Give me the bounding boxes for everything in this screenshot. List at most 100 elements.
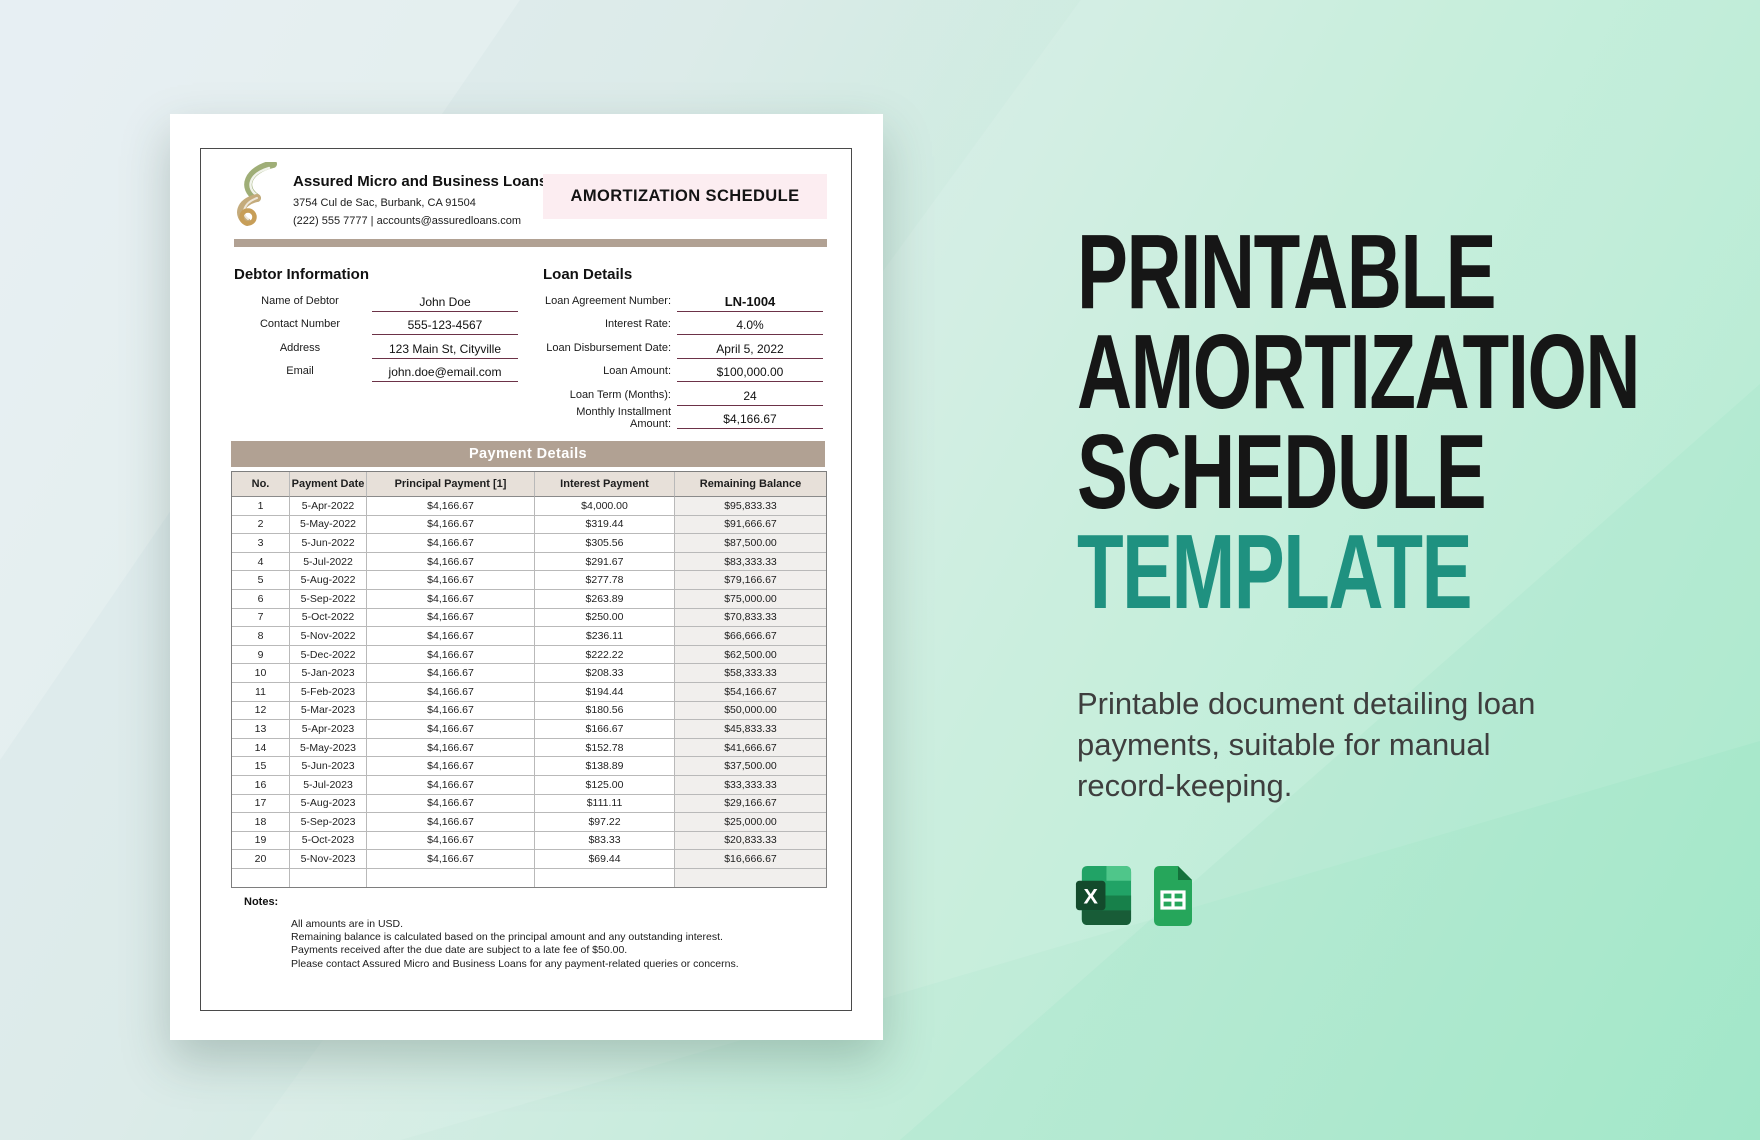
field-label: Monthly Installment Amount: <box>576 406 671 431</box>
table-cell: $33,333.33 <box>675 775 826 795</box>
table-cell: 1 <box>232 497 290 516</box>
table-cell: 5-Jan-2023 <box>290 664 367 683</box>
table-cell: 16 <box>232 775 290 795</box>
table-cell: 5-May-2022 <box>290 515 367 535</box>
promo-description: Printable document detailing loan paymen… <box>1077 686 1536 803</box>
google-sheets-icon <box>1154 866 1192 926</box>
table-cell: $79,166.67 <box>675 571 826 590</box>
table-cell: 14 <box>232 738 290 758</box>
table-cell: $222.22 <box>535 645 675 665</box>
company-contact: (222) 555 7777 | accounts@assuredloans.c… <box>293 215 522 227</box>
note-line: Payments received after the due date are… <box>291 944 628 957</box>
field-value: John Doe <box>372 295 518 312</box>
table-cell: 5-Nov-2023 <box>290 850 367 869</box>
table-cell: $20,833.33 <box>675 831 826 851</box>
table-row: 13 5-Apr-2023 $4,166.67 $166.67 $45,833.33 <box>232 720 826 739</box>
company-address: 3754 Cul de Sac, Burbank, CA 91504 <box>293 197 476 209</box>
payment-details-banner: Payment Details <box>231 441 825 467</box>
table-row: 4 5-Jul-2022 $4,166.67 $291.67 $83,333.33 <box>232 552 826 572</box>
table-cell: $291.67 <box>535 552 675 572</box>
table-cell: 15 <box>232 757 290 776</box>
payment-table: No. Payment Date Principal Payment [1] Inte… <box>231 471 827 889</box>
table-cell <box>535 868 675 888</box>
table-cell: $91,666.67 <box>675 515 826 535</box>
table-row: 1 5-Apr-2022 $4,166.67 $4,000.00 $95,833.33 <box>232 497 826 516</box>
table-cell: $4,166.67 <box>367 497 535 516</box>
table-cell: $95,833.33 <box>675 497 826 516</box>
table-cell: 19 <box>232 831 290 851</box>
table-cell: $4,166.67 <box>367 534 535 553</box>
table-cell: 11 <box>232 682 290 702</box>
title-line: PRINTABLE <box>1077 213 1497 331</box>
table-cell: $138.89 <box>535 757 675 776</box>
table-row: 11 5-Feb-2023 $4,166.67 $194.44 $54,166.67 <box>232 682 826 702</box>
title-line: SCHEDULE <box>1077 413 1487 531</box>
table-cell: $58,333.33 <box>675 664 826 683</box>
table-cell <box>290 868 367 888</box>
table-cell: 8 <box>232 627 290 646</box>
field-row: Loan Agreement Number: LN-1004 <box>543 289 836 313</box>
table-cell: $50,000.00 <box>675 701 826 721</box>
note-line: Please contact Assured Micro and Busines… <box>291 957 739 970</box>
field-value: 555-123-4567 <box>372 318 518 335</box>
table-cell: 5-Jul-2023 <box>290 775 367 795</box>
field-value: $4,166.67 <box>677 412 823 429</box>
table-cell: 6 <box>232 589 290 609</box>
table-row: 15 5-Jun-2023 $4,166.67 $138.89 $37,500.00 <box>232 757 826 776</box>
table-cell: 5-Aug-2023 <box>290 794 367 814</box>
table-row: 14 5-May-2023 $4,166.67 $152.78 $41,666.67 <box>232 738 826 758</box>
payment-table-header: No. Payment Date Principal Payment [1] Inte… <box>232 472 826 497</box>
table-cell: $4,166.67 <box>367 720 535 739</box>
field-label: Contact Number <box>259 318 341 331</box>
table-cell: 20 <box>232 850 290 869</box>
table-cell: $236.11 <box>535 627 675 646</box>
field-row: Name of Debtor John Doe <box>234 289 527 313</box>
table-row: 20 5-Nov-2023 $4,166.67 $69.44 $16,666.67 <box>232 850 826 869</box>
table-cell: $97.22 <box>535 813 675 832</box>
field-label: Name of Debtor <box>261 294 339 307</box>
excel-icon: X <box>1075 865 1132 926</box>
table-cell: $29,166.67 <box>675 794 826 814</box>
title-line: AMORTIZATION <box>1077 313 1641 431</box>
document-title: AMORTIZATION SCHEDULE <box>543 174 827 219</box>
table-cell: $111.11 <box>535 794 675 814</box>
table-cell: $4,166.67 <box>367 589 535 609</box>
field-label: Email <box>286 365 314 378</box>
table-cell: 10 <box>232 664 290 683</box>
table-cell: $4,166.67 <box>367 794 535 814</box>
table-cell: 5-Aug-2022 <box>290 571 367 590</box>
field-row: Contact Number 555-123-4567 <box>234 313 527 337</box>
table-row <box>232 868 826 888</box>
company-header: Assured Micro and Business Loans 3754 Cu… <box>293 173 547 233</box>
table-cell: 4 <box>232 552 290 572</box>
table-cell: $208.33 <box>535 664 675 683</box>
field-value: 123 Main St, Cityville <box>372 342 518 359</box>
table-cell: $62,500.00 <box>675 645 826 665</box>
table-cell: 12 <box>232 701 290 721</box>
debtor-fields: Name of Debtor John Doe Contact Number 555-… <box>234 289 527 383</box>
field-label: Loan Agreement Number: <box>545 294 671 307</box>
debtor-section-heading: Debtor Information <box>234 266 369 283</box>
column-header: Principal Payment [1] <box>367 472 535 497</box>
table-cell: $194.44 <box>535 682 675 702</box>
app-icons: X <box>1072 864 1196 928</box>
document-preview: Assured Micro and Business Loans 3754 Cu… <box>170 114 883 1040</box>
field-row: Address 123 Main St, Cityville <box>234 336 527 360</box>
note-line: All amounts are in USD. <box>291 918 404 930</box>
table-cell: $4,166.67 <box>367 701 535 721</box>
loan-fields: Loan Agreement Number: LN-1004 Interest Ra… <box>543 289 836 430</box>
table-cell: 5-Oct-2022 <box>290 608 367 628</box>
column-header: Interest Payment <box>535 472 675 497</box>
table-cell: $125.00 <box>535 775 675 795</box>
table-cell: 5-Jun-2022 <box>290 534 367 553</box>
field-value: john.doe@email.com <box>372 365 518 382</box>
table-cell: $87,500.00 <box>675 534 826 553</box>
table-row: 7 5-Oct-2022 $4,166.67 $250.00 $70,833.33 <box>232 608 826 628</box>
table-cell: 5-Jun-2023 <box>290 757 367 776</box>
table-row: 6 5-Sep-2022 $4,166.67 $263.89 $75,000.00 <box>232 589 826 609</box>
table-cell: 5-May-2023 <box>290 738 367 758</box>
table-row: 9 5-Dec-2022 $4,166.67 $222.22 $62,500.00 <box>232 645 826 665</box>
table-row: 17 5-Aug-2023 $4,166.67 $111.11 $29,166.67 <box>232 794 826 814</box>
table-cell: $4,166.67 <box>367 757 535 776</box>
column-header: Payment Date <box>290 472 367 497</box>
